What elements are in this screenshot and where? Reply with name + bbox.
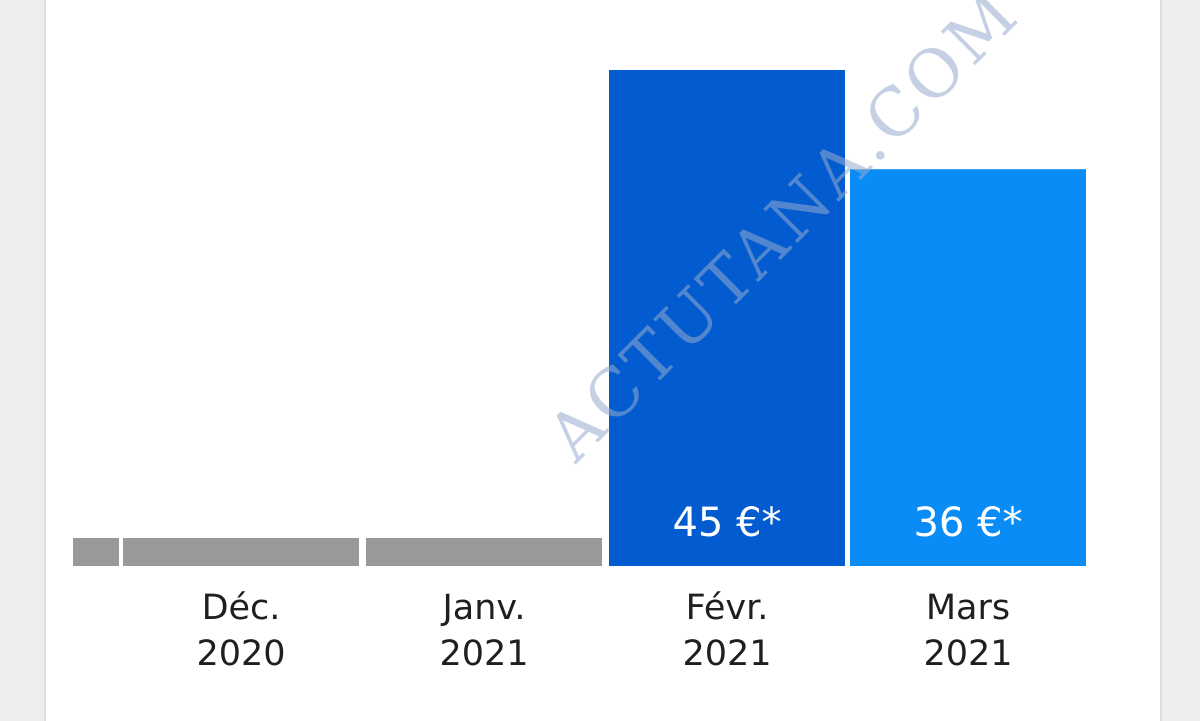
category-label-3-line-0: Mars: [926, 588, 1010, 628]
bar-2: [609, 70, 845, 566]
category-label-3-line-1: 2021: [923, 634, 1012, 674]
bar-3: [850, 169, 1086, 566]
category-label-1-line-0: Janv.: [440, 588, 525, 628]
bar-1: [366, 538, 602, 566]
bar-0: [123, 538, 359, 566]
category-label-0-line-0: Déc.: [202, 588, 281, 628]
category-label-2-line-1: 2021: [682, 634, 771, 674]
data-label-2: 45 €*: [672, 500, 781, 546]
zero-bar-stub: [73, 538, 119, 566]
category-label-1-line-1: 2021: [439, 634, 528, 674]
data-label-3: 36 €*: [913, 500, 1022, 546]
category-label-0-line-1: 2020: [196, 634, 285, 674]
category-label-2-line-0: Févr.: [686, 588, 769, 628]
